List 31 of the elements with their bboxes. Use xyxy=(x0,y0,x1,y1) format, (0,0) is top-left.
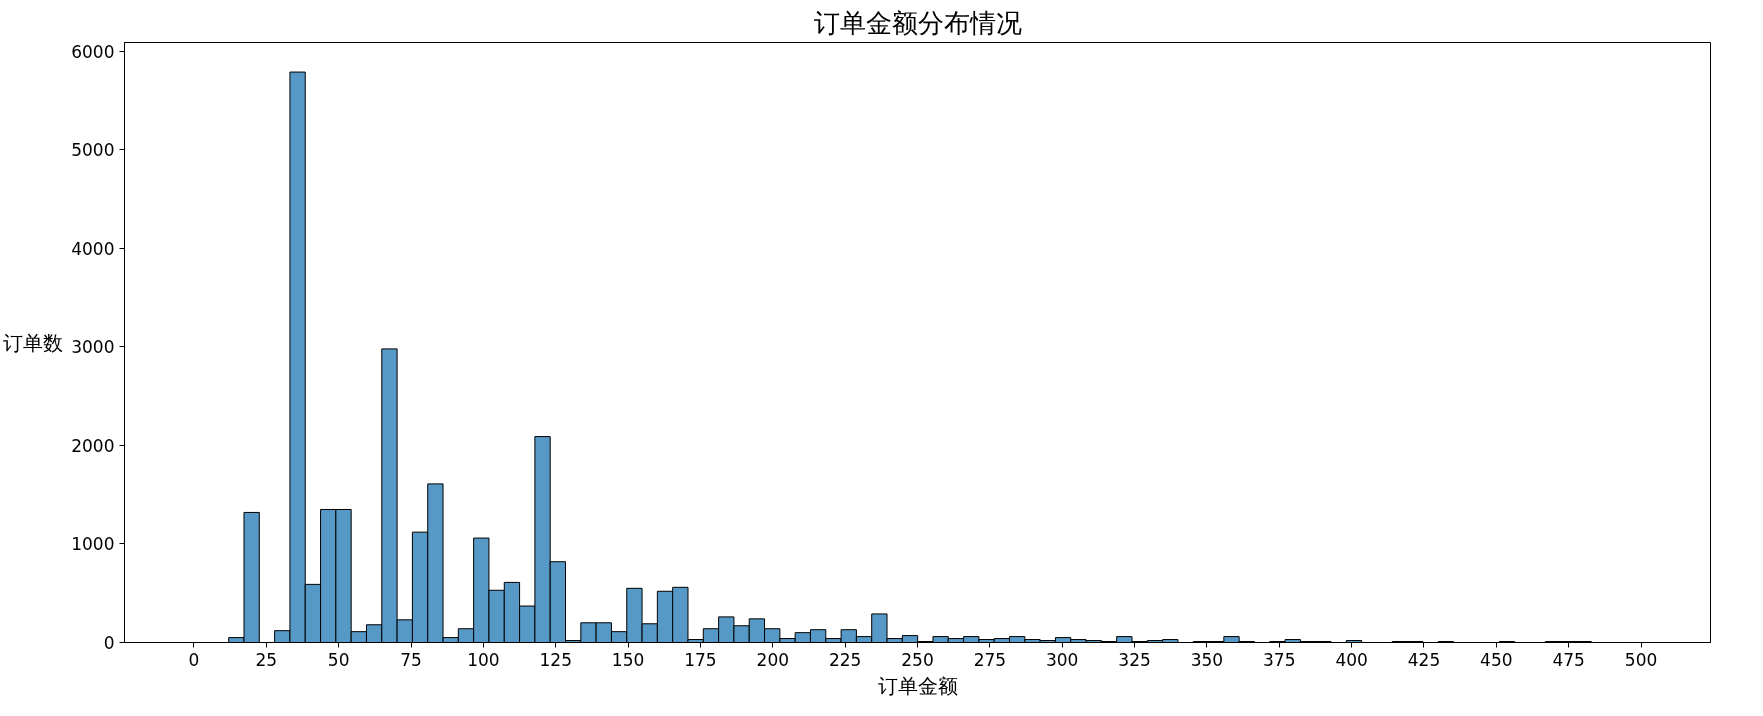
x-tick-label: 275 xyxy=(973,649,1007,670)
y-axis-title: 订单数 xyxy=(3,330,64,355)
x-tick-label: 100 xyxy=(467,649,500,670)
x-tick-label: 350 xyxy=(1190,649,1224,670)
x-tick-label: 450 xyxy=(1480,649,1513,670)
x-tick-label: 75 xyxy=(400,649,422,670)
x-tick-label: 175 xyxy=(684,649,717,670)
y-tick-label: 3000 xyxy=(71,337,115,358)
y-tick-label: 2000 xyxy=(71,435,115,456)
y-tick-label: 1000 xyxy=(71,534,115,555)
x-axis-title: 订单金额 xyxy=(877,673,958,698)
y-tick-label: 0 xyxy=(103,633,115,653)
x-tick-label: 25 xyxy=(255,649,278,670)
x-tick-label: 200 xyxy=(756,649,790,670)
x-tick-label: 400 xyxy=(1335,649,1368,670)
x-tick-label: 125 xyxy=(539,649,572,670)
x-tick-label: 50 xyxy=(327,649,350,670)
x-tick-label: 425 xyxy=(1407,649,1441,670)
x-tick-label: 300 xyxy=(1045,649,1079,670)
chart-title: 订单金额分布情况 xyxy=(813,7,1022,38)
x-tick-label: 250 xyxy=(901,649,934,670)
x-tick-label: 375 xyxy=(1263,649,1296,670)
y-tick-label: 4000 xyxy=(71,238,115,259)
x-tick-label: 150 xyxy=(611,649,645,670)
x-tick-label: 0 xyxy=(188,649,200,670)
x-tick-label: 325 xyxy=(1118,649,1151,670)
x-tick-label: 475 xyxy=(1552,649,1585,670)
x-tick-label: 225 xyxy=(828,649,862,670)
y-tick-label: 5000 xyxy=(71,140,115,161)
x-tick-label: 500 xyxy=(1624,649,1658,670)
y-tick-label: 6000 xyxy=(71,41,115,62)
